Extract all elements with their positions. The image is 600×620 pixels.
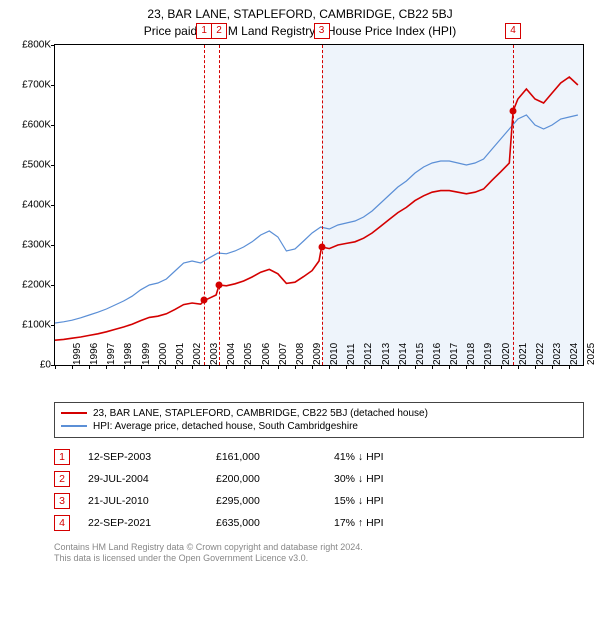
- sales-table: 1 12-SEP-2003 £161,000 41% ↓ HPI 2 29-JUL-200…: [54, 446, 584, 534]
- x-tick: [261, 365, 262, 369]
- legend-label: 23, BAR LANE, STAPLEFORD, CAMBRIDGE, CB2…: [93, 408, 428, 419]
- sale-vline: [219, 45, 220, 365]
- sale-row-number: 2: [54, 471, 70, 487]
- sale-row-price: £635,000: [216, 517, 316, 529]
- sale-row-delta: 41% ↓ HPI: [334, 451, 434, 463]
- sale-marker-number: 1: [196, 23, 212, 39]
- x-tick: [432, 365, 433, 369]
- legend-swatch: [61, 425, 87, 427]
- footer-attribution: Contains HM Land Registry data © Crown c…: [54, 542, 590, 565]
- sale-dot: [510, 107, 517, 114]
- x-tick: [55, 365, 56, 369]
- x-tick: [569, 365, 570, 369]
- footer-line1: Contains HM Land Registry data © Crown c…: [54, 542, 590, 554]
- series-property: [55, 77, 578, 340]
- sale-vline: [322, 45, 323, 365]
- sale-row-price: £161,000: [216, 451, 316, 463]
- sale-row: 2 29-JUL-2004 £200,000 30% ↓ HPI: [54, 468, 584, 490]
- x-tick: [312, 365, 313, 369]
- x-tick: [226, 365, 227, 369]
- sale-marker-number: 4: [505, 23, 521, 39]
- sale-row-number: 3: [54, 493, 70, 509]
- address-title: 23, BAR LANE, STAPLEFORD, CAMBRIDGE, CB2…: [10, 6, 590, 23]
- x-tick: [552, 365, 553, 369]
- sale-row-price: £295,000: [216, 495, 316, 507]
- x-tick: [192, 365, 193, 369]
- sale-dot: [216, 281, 223, 288]
- x-tick: [89, 365, 90, 369]
- x-tick: [501, 365, 502, 369]
- series-hpi: [55, 115, 578, 323]
- sale-row-delta: 30% ↓ HPI: [334, 473, 434, 485]
- sale-vline: [513, 45, 514, 365]
- sale-vline: [204, 45, 205, 365]
- x-tick: [346, 365, 347, 369]
- sale-marker-number: 3: [314, 23, 330, 39]
- x-tick: [158, 365, 159, 369]
- sale-row-number: 1: [54, 449, 70, 465]
- x-tick: [415, 365, 416, 369]
- price-chart: £0£100K£200K£300K£400K£500K£600K£700K£80…: [54, 44, 584, 366]
- x-tick: [381, 365, 382, 369]
- x-tick: [72, 365, 73, 369]
- x-tick: [449, 365, 450, 369]
- sale-row-price: £200,000: [216, 473, 316, 485]
- sale-row-number: 4: [54, 515, 70, 531]
- legend-swatch: [61, 412, 87, 414]
- sale-row-delta: 15% ↓ HPI: [334, 495, 434, 507]
- sale-row-date: 22-SEP-2021: [88, 517, 198, 529]
- x-tick: [535, 365, 536, 369]
- x-tick: [244, 365, 245, 369]
- sale-row-date: 12-SEP-2003: [88, 451, 198, 463]
- legend-row: HPI: Average price, detached house, Sout…: [61, 420, 577, 433]
- sale-row: 3 21-JUL-2010 £295,000 15% ↓ HPI: [54, 490, 584, 512]
- legend-row: 23, BAR LANE, STAPLEFORD, CAMBRIDGE, CB2…: [61, 407, 577, 420]
- sale-row: 1 12-SEP-2003 £161,000 41% ↓ HPI: [54, 446, 584, 468]
- x-tick: [106, 365, 107, 369]
- sale-dot: [201, 297, 208, 304]
- x-tick: [175, 365, 176, 369]
- x-tick: [124, 365, 125, 369]
- sale-row-date: 29-JUL-2004: [88, 473, 198, 485]
- sale-row: 4 22-SEP-2021 £635,000 17% ↑ HPI: [54, 512, 584, 534]
- x-tick: [295, 365, 296, 369]
- legend-label: HPI: Average price, detached house, Sout…: [93, 421, 358, 432]
- x-tick: [278, 365, 279, 369]
- x-tick: [141, 365, 142, 369]
- x-tick: [329, 365, 330, 369]
- sale-dot: [318, 243, 325, 250]
- sale-marker-number: 2: [211, 23, 227, 39]
- x-tick: [484, 365, 485, 369]
- sale-row-date: 21-JUL-2010: [88, 495, 198, 507]
- chart-subtitle: Price paid vs. HM Land Registry's House …: [10, 23, 590, 40]
- x-tick: [398, 365, 399, 369]
- x-tick: [364, 365, 365, 369]
- x-tick: [518, 365, 519, 369]
- legend: 23, BAR LANE, STAPLEFORD, CAMBRIDGE, CB2…: [54, 402, 584, 438]
- sale-row-delta: 17% ↑ HPI: [334, 517, 434, 529]
- chart-svg: [55, 45, 583, 365]
- x-tick: [466, 365, 467, 369]
- footer-line2: This data is licensed under the Open Gov…: [54, 553, 590, 565]
- x-tick: [209, 365, 210, 369]
